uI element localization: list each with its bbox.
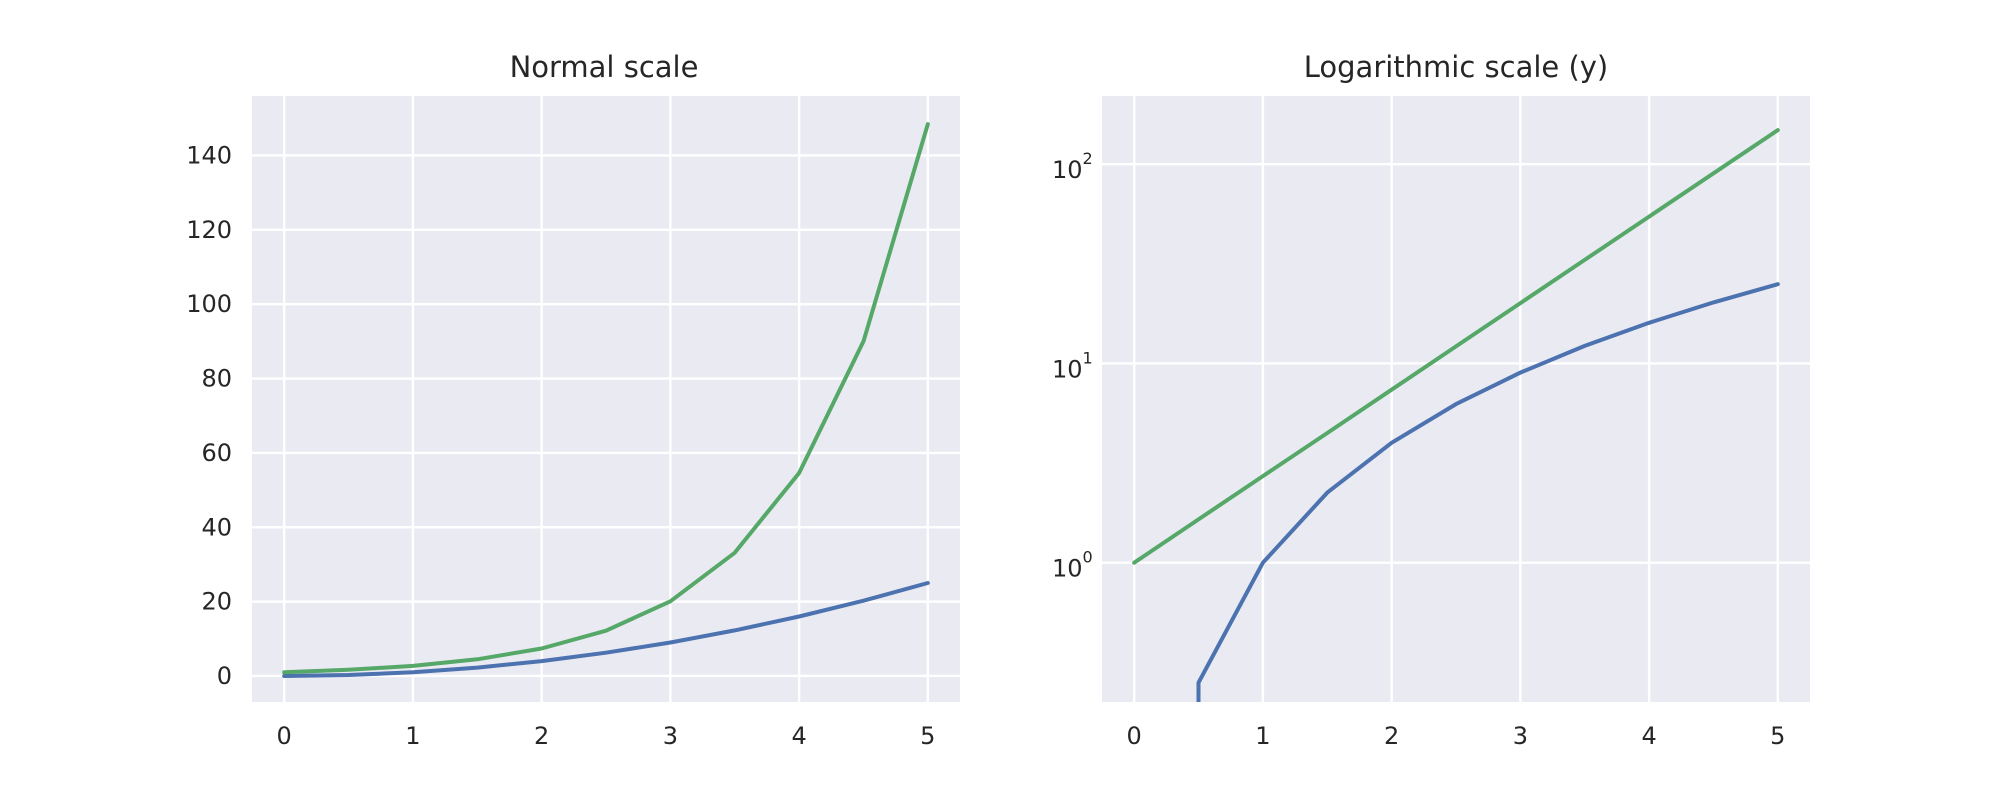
x-tick-label: 4	[1641, 722, 1656, 750]
normal-scale-chart: 0 1 2 3 4 5 0 20 40 60 80 100 120 140 Normal scale	[186, 50, 960, 750]
y-tick-exponent: 0	[1083, 548, 1093, 567]
x-tick-label: 2	[1384, 722, 1399, 750]
y-tick-exponent: 2	[1083, 149, 1093, 168]
x-tick-label: 1	[1255, 722, 1270, 750]
y-tick-label: 120	[186, 216, 232, 244]
y-tick-label: 100	[1052, 548, 1093, 583]
y-tick-label: 40	[201, 513, 232, 541]
x-tick-label: 1	[405, 722, 420, 750]
x-tick-label: 3	[663, 722, 678, 750]
y-tick-base: 10	[1052, 355, 1083, 383]
series-line-1	[282, 122, 930, 675]
y-tick-label: 100	[186, 290, 232, 318]
y-tick-label: 20	[201, 588, 232, 616]
series-line-0	[1196, 282, 1780, 702]
y-tick-label: 60	[201, 439, 232, 467]
y-tick-label: 140	[186, 141, 232, 169]
y-tick-label: 0	[217, 662, 232, 690]
x-tick-label: 5	[920, 722, 935, 750]
y-tick-label: 102	[1052, 149, 1093, 184]
x-tick-label: 2	[534, 722, 549, 750]
series-line-1	[1132, 128, 1780, 565]
x-tick-label: 0	[1127, 722, 1142, 750]
plot-area	[252, 96, 960, 702]
x-tick-label: 0	[277, 722, 292, 750]
series-line-0	[282, 581, 930, 678]
chart-title: Normal scale	[510, 50, 699, 84]
x-tick-label: 4	[791, 722, 806, 750]
chart-title: Logarithmic scale (y)	[1304, 50, 1609, 84]
y-tick-base: 10	[1052, 156, 1083, 184]
y-tick-base: 10	[1052, 555, 1083, 583]
y-tick-label: 101	[1052, 348, 1093, 383]
x-tick-label: 5	[1770, 722, 1785, 750]
x-tick-label: 3	[1513, 722, 1528, 750]
y-tick-label: 80	[201, 365, 232, 393]
plot-area	[1102, 96, 1810, 702]
y-tick-exponent: 1	[1083, 348, 1093, 367]
